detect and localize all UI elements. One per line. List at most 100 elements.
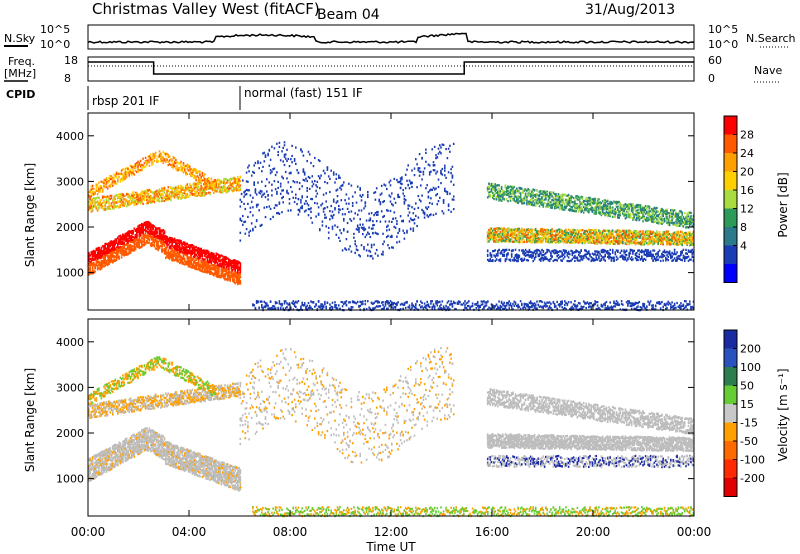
scatter-cell — [245, 171, 248, 174]
scatter-cell — [409, 181, 412, 184]
scatter-cell — [125, 248, 128, 251]
scatter-cell — [191, 244, 194, 247]
scatter-cell — [176, 248, 178, 252]
scatter-cell — [151, 160, 153, 163]
scatter-cell — [101, 207, 104, 210]
scatter-cell — [230, 189, 233, 192]
scatter-cell — [163, 252, 166, 255]
scatter-cell — [143, 239, 146, 242]
scatter-cell — [276, 212, 278, 215]
scatter-cell — [110, 258, 113, 262]
scatter-cell — [195, 176, 197, 179]
scatter-cell — [233, 187, 235, 190]
scatter-cell — [490, 234, 493, 237]
scatter-cell — [154, 235, 157, 238]
scatter-cell — [167, 252, 170, 256]
scatter-cell — [202, 260, 205, 263]
scatter-cell — [125, 236, 128, 239]
scatter-cell — [182, 246, 185, 249]
scatter-cell — [125, 205, 128, 208]
scatter-cell — [117, 242, 119, 245]
scatter-cell — [206, 268, 209, 271]
scatter-cell — [209, 255, 211, 258]
scatter-cell — [124, 171, 127, 174]
scatter-cell — [372, 224, 374, 227]
scatter-cell — [165, 249, 167, 252]
scatter-cell — [332, 171, 335, 174]
scatter-cell — [425, 206, 427, 209]
scatter-cell — [402, 220, 404, 223]
scatter-cell — [311, 221, 314, 224]
scatter-cell — [239, 180, 242, 183]
scatter-cell — [129, 238, 132, 241]
scatter-cell — [117, 173, 119, 176]
scatter-cell — [161, 240, 163, 243]
scatter-cell — [114, 243, 117, 246]
scatter-cell — [177, 162, 180, 165]
scatter-cell — [146, 226, 148, 229]
scatter-cell — [181, 262, 183, 265]
scatter-cell — [91, 253, 94, 256]
scatter-cell — [167, 254, 170, 257]
scatter-cell — [170, 240, 172, 243]
scatter-cell — [209, 181, 211, 185]
scatter-cell — [226, 268, 229, 271]
scatter-cell — [486, 232, 489, 235]
scatter-cell — [166, 194, 168, 197]
scatter-cell — [172, 257, 175, 261]
scatter-cell — [207, 185, 210, 188]
scatter-cell — [213, 188, 215, 191]
scatter-cell — [157, 246, 159, 249]
scatter-cell — [180, 197, 182, 200]
scatter-cell — [519, 241, 522, 244]
scatter-cell — [500, 229, 503, 232]
scatter-cell — [503, 227, 505, 230]
scatter-cell — [239, 268, 242, 271]
scatter-cell — [503, 239, 505, 242]
scatter-cell — [178, 239, 181, 242]
scatter-cell — [170, 196, 172, 199]
scatter-cell — [331, 215, 334, 218]
scatter-cell — [175, 193, 177, 196]
scatter-cell — [144, 156, 147, 159]
scatter-cell — [382, 250, 384, 253]
scatter-cell — [277, 150, 279, 154]
scatter-cell — [211, 182, 214, 185]
scatter-cell — [447, 171, 450, 174]
scatter-cell — [291, 154, 293, 158]
scatter-cell — [437, 178, 440, 181]
scatter-cell — [190, 258, 192, 261]
scatter-cell — [91, 208, 94, 211]
scatter-cell — [200, 181, 202, 184]
scatter-cell — [181, 244, 183, 247]
scatter-cell — [89, 270, 91, 273]
scatter-cell — [110, 241, 113, 244]
scatter-cell — [187, 189, 190, 192]
scatter-cell — [153, 235, 156, 238]
scatter-cell — [356, 225, 359, 228]
scatter-cell — [219, 189, 221, 192]
scatter-cell — [172, 253, 175, 256]
scatter-cell — [418, 170, 421, 173]
scatter-cell — [225, 273, 228, 276]
scatter-cell — [408, 187, 411, 190]
scatter-cell — [94, 202, 96, 205]
scatter-cell — [225, 187, 228, 190]
scatter-cell — [310, 207, 312, 210]
scatter-cell — [324, 172, 326, 175]
scatter-cell — [160, 157, 162, 160]
scatter-cell — [206, 180, 209, 183]
scatter-cell — [319, 177, 321, 180]
scatter-cell — [129, 245, 132, 248]
scatter-cell — [165, 252, 167, 255]
scatter-cell — [382, 232, 384, 235]
scatter-cell — [153, 231, 156, 234]
scatter-cell — [382, 253, 384, 256]
scatter-cell — [98, 250, 100, 253]
scatter-cell — [308, 153, 311, 156]
scatter-cell — [156, 242, 158, 245]
scatter-cell — [185, 184, 187, 187]
scatter-cell — [117, 256, 119, 259]
scatter-cell — [165, 241, 167, 244]
scatter-cell — [120, 251, 123, 254]
